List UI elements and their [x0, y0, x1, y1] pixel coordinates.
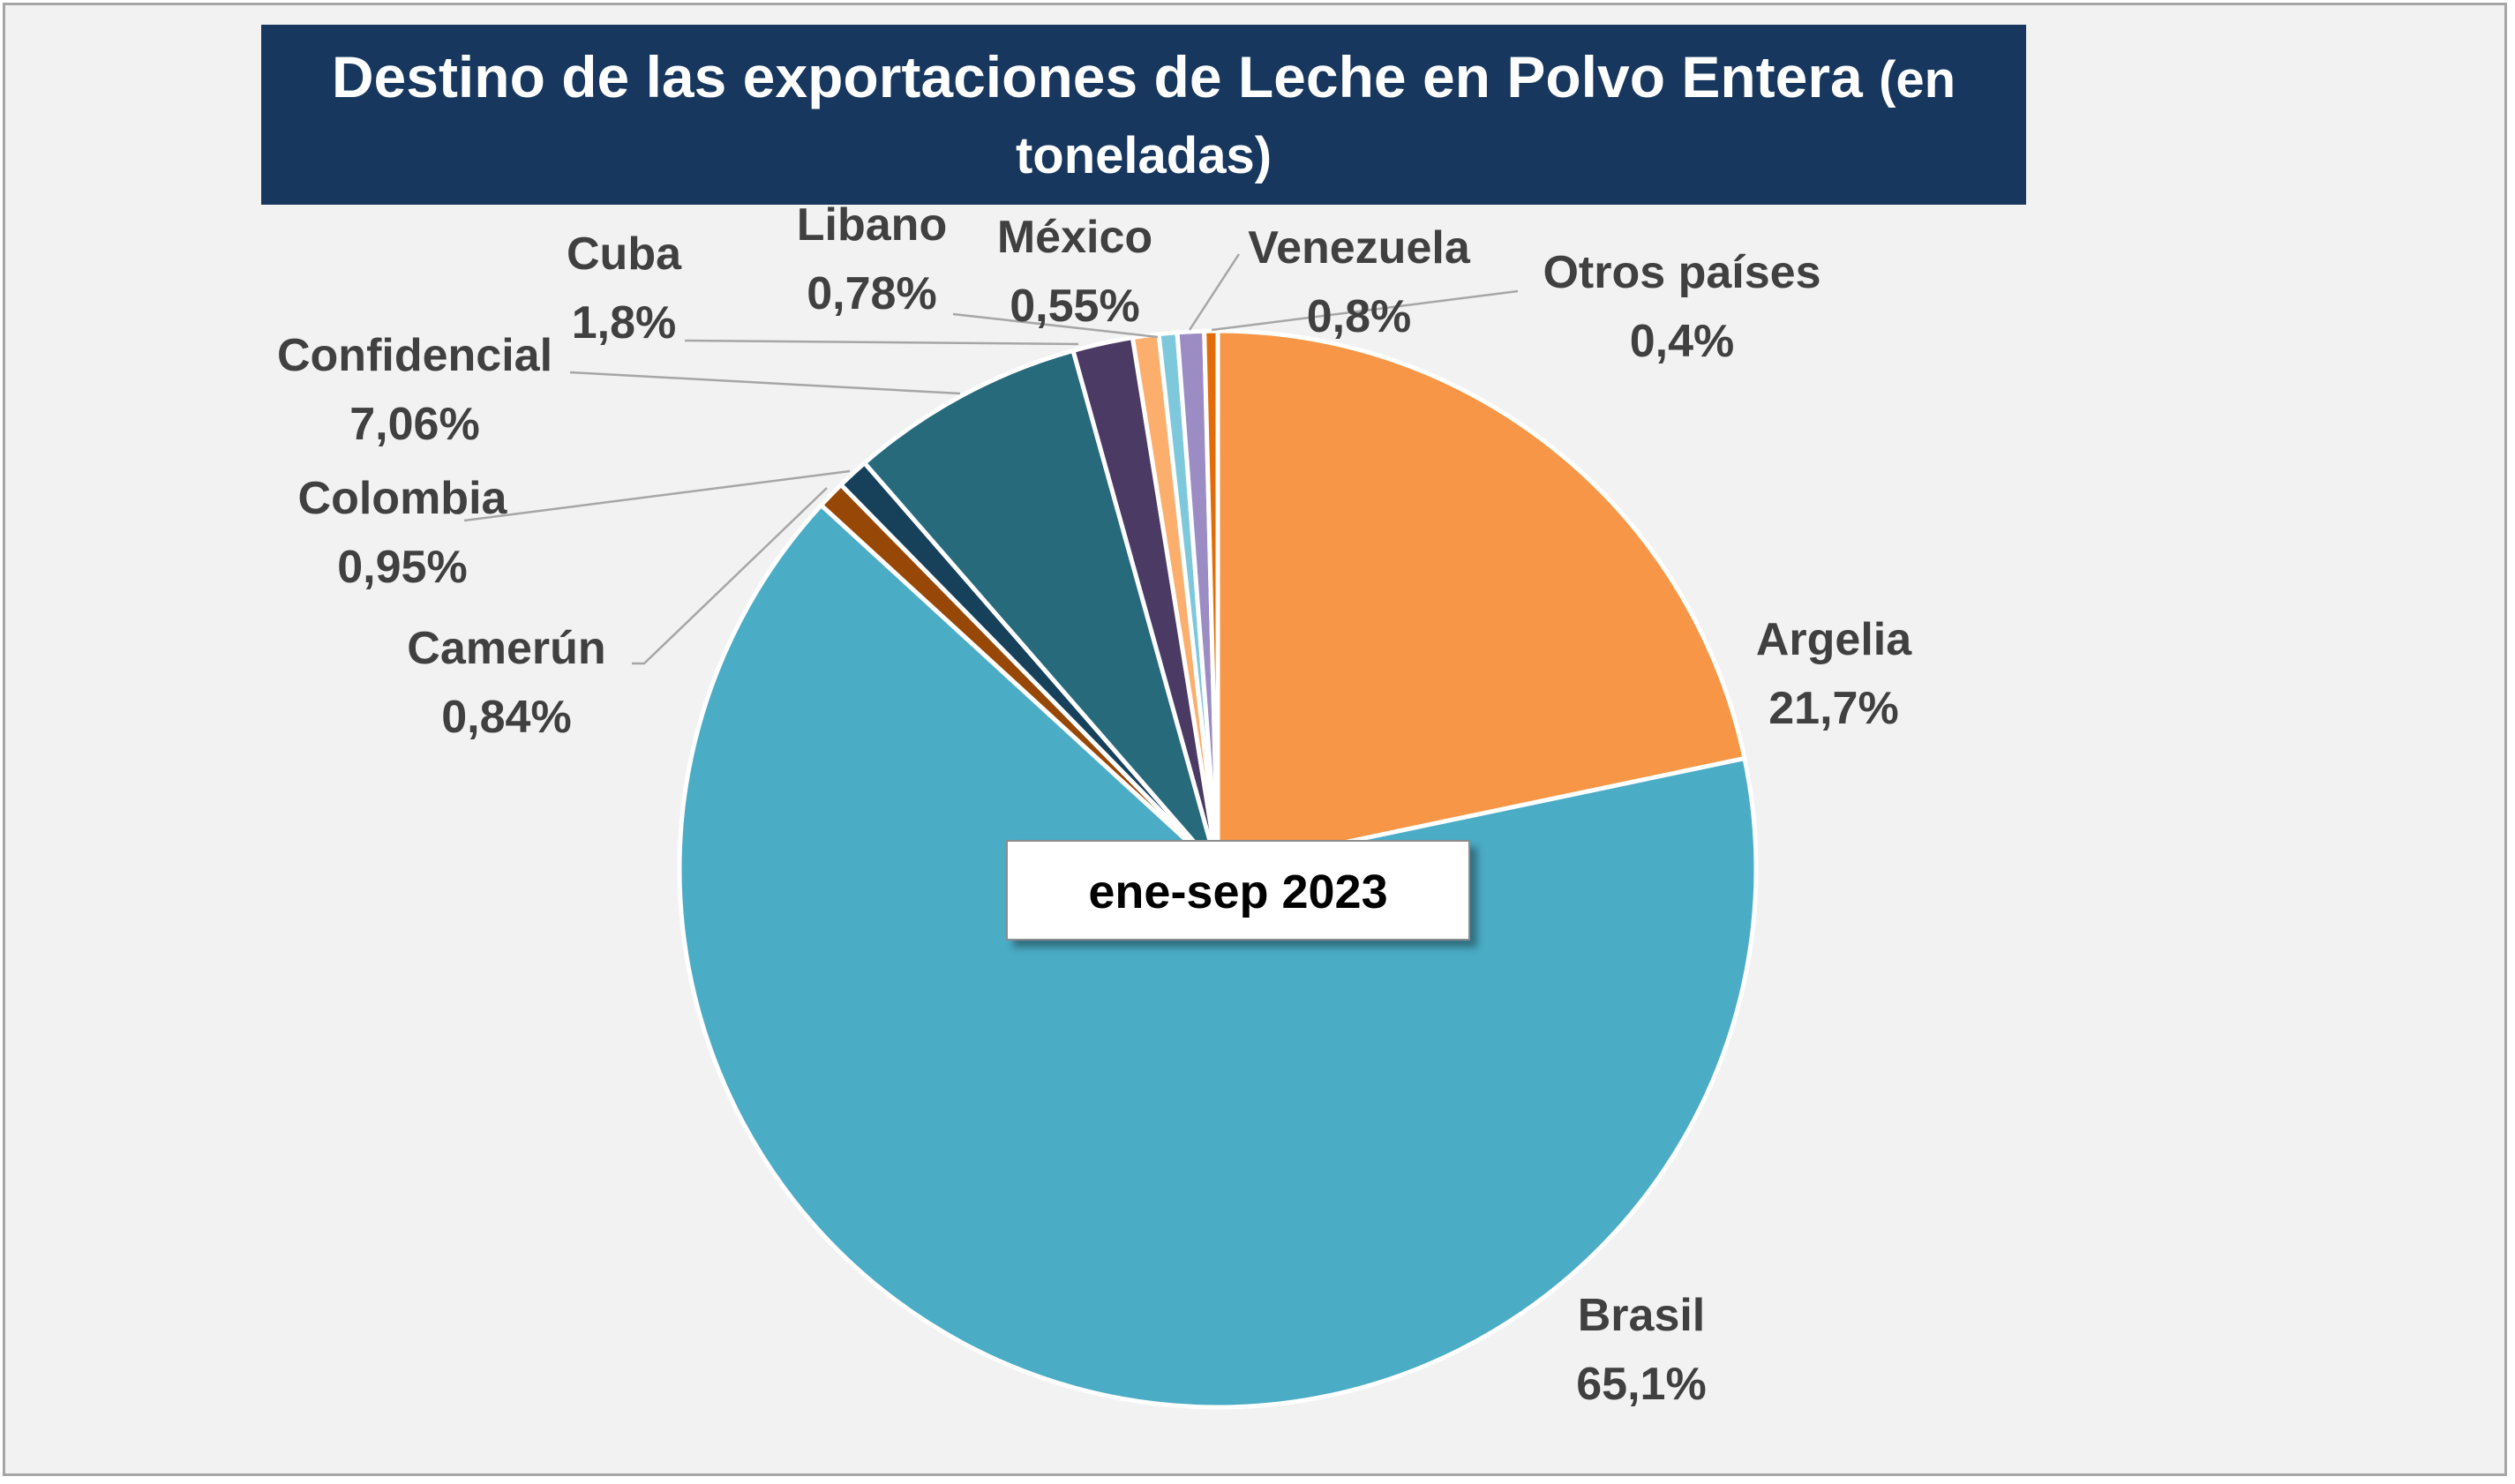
slice-label-value-0: 21,7%: [1768, 683, 1898, 734]
slice-label-name-0: Argelia: [1756, 614, 1912, 665]
chart-title-line1: Destino de las exportaciones de Leche en…: [331, 44, 1863, 109]
leader-line-9: [1211, 289, 1519, 332]
leader-line-3: [463, 469, 851, 522]
slice-label-name-3: Colombia: [298, 473, 508, 524]
slice-label-name-8: Venezuela: [1248, 222, 1471, 274]
pie-slice-4: [862, 348, 1220, 872]
chart-title-paren: (en: [1879, 51, 1956, 109]
slice-label-name-5: Cuba: [567, 229, 682, 280]
leader-line-2: [632, 487, 828, 665]
slice-label-value-3: 0,95%: [337, 542, 467, 593]
slice-label-name-9: Otros países: [1543, 247, 1821, 298]
slice-label-value-2: 0,84%: [441, 692, 571, 743]
pie-slices: [677, 328, 1759, 1410]
leader-line-6: [952, 312, 1159, 339]
slice-labels: Argelia 21,7% Brasil 65,1% Camerún 0,84% Colom…: [277, 199, 1912, 1410]
slice-label-value-9: 0,4%: [1630, 316, 1735, 367]
pie-slice-9: [1202, 328, 1220, 872]
slice-label-name-4: Confidencial: [277, 330, 552, 381]
slice-label-value-4: 7,06%: [349, 399, 479, 450]
slice-label-name-7: México: [997, 212, 1152, 263]
leader-lines: [463, 253, 1519, 665]
chart-title: Destino de las exportaciones de Leche en…: [261, 25, 2026, 205]
slice-label-value-1: 65,1%: [1576, 1359, 1706, 1410]
period-annotation: ene-sep 2023: [1006, 840, 1470, 941]
slice-label-value-5: 1,8%: [572, 297, 677, 349]
leader-line-8: [1188, 253, 1241, 331]
pie-slice-1: [677, 503, 1759, 1410]
slice-label-name-1: Brasil: [1578, 1290, 1706, 1341]
slice-label-name-2: Camerún: [407, 623, 605, 674]
pie-slice-0: [1215, 328, 1747, 872]
slice-label-value-6: 0,78%: [807, 268, 936, 319]
leader-line-4: [569, 371, 961, 395]
chart-title-line2: toneladas): [1015, 127, 1273, 184]
slice-label-value-7: 0,55%: [1010, 281, 1139, 332]
slice-label-value-8: 0,8%: [1307, 291, 1412, 342]
slice-label-name-6: Libano: [797, 199, 947, 251]
leader-line-5: [684, 339, 1079, 346]
